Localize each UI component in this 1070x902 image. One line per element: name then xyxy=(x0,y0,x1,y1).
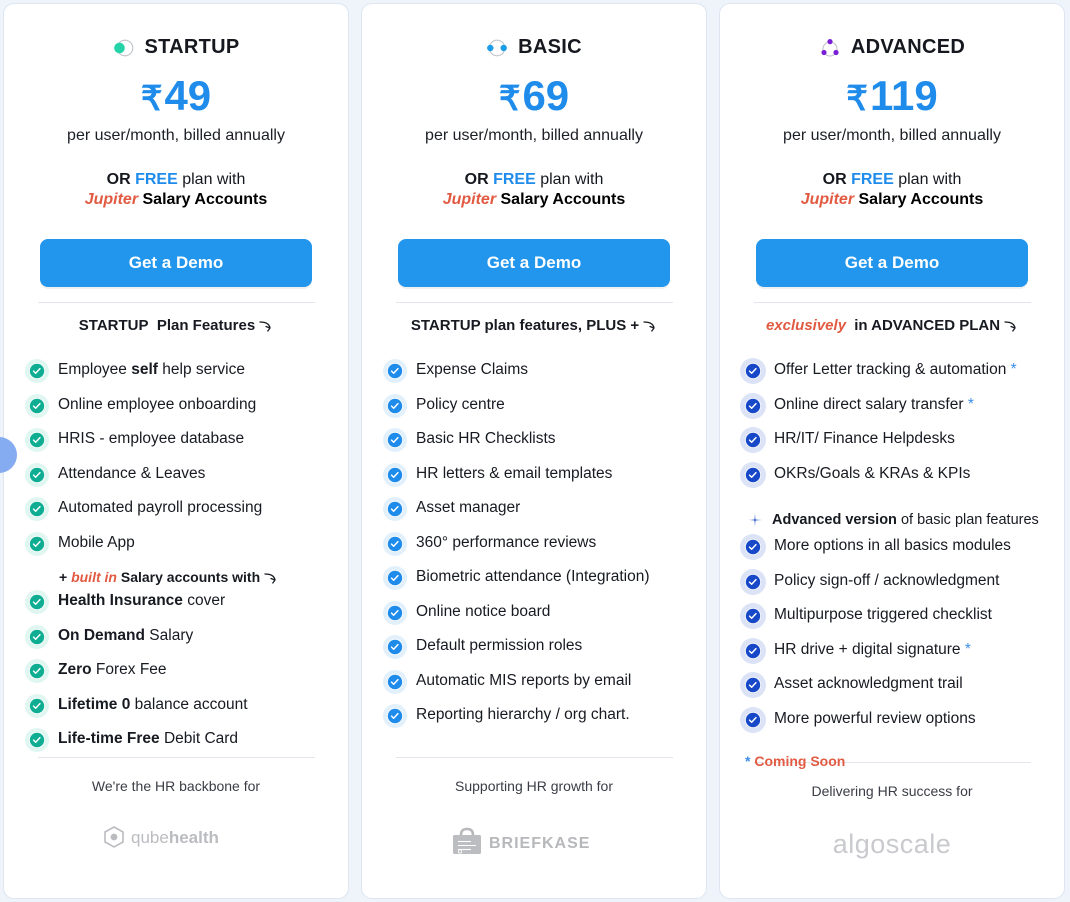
svg-text:BRIEFKASE: BRIEFKASE xyxy=(489,835,590,852)
svg-text:qubehealth: qubehealth xyxy=(131,828,219,847)
